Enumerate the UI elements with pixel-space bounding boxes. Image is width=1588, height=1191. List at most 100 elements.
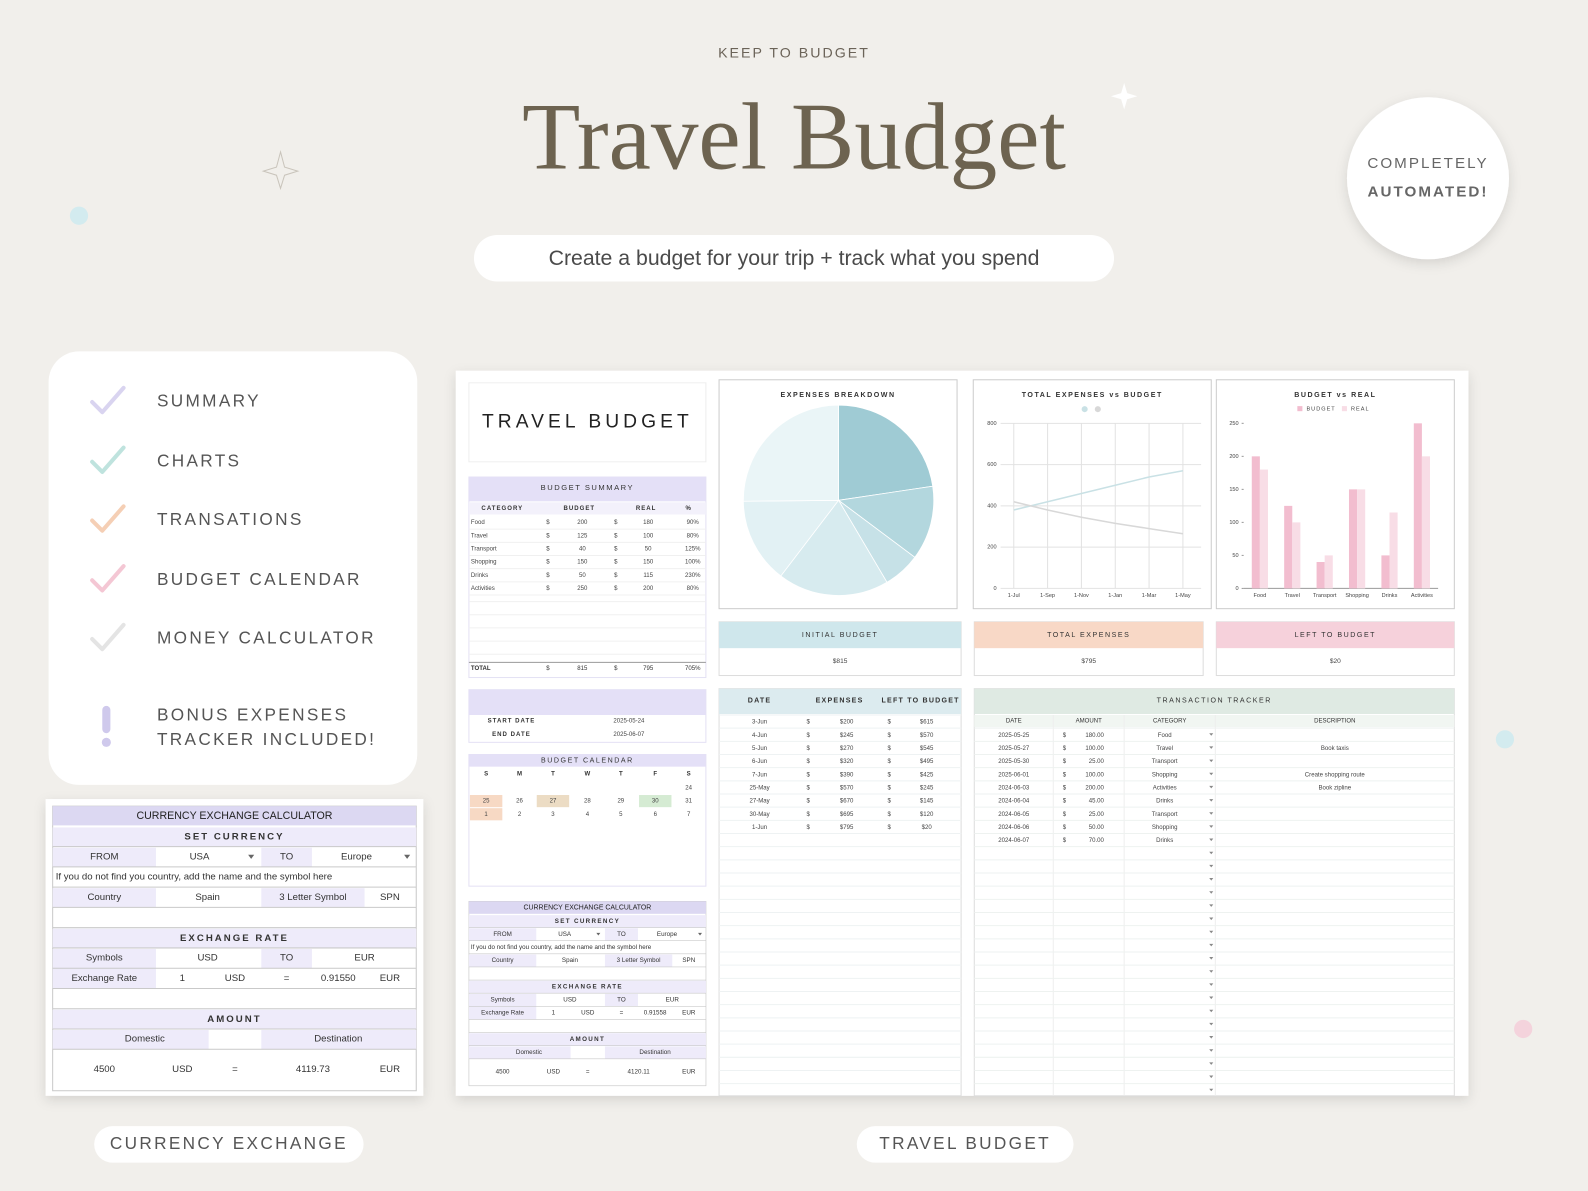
badge [1346, 97, 1510, 260]
label: 25-May [749, 786, 770, 792]
label: $495 [920, 759, 934, 765]
calc-section-title: AMOUNT [570, 1036, 605, 1043]
label: 24 [685, 786, 692, 792]
label: Exchange Rate [481, 1010, 524, 1017]
label: $ [888, 733, 892, 739]
label: $320 [840, 759, 854, 765]
dropdown-arrow [1209, 864, 1214, 868]
label: 2024-06-07 [998, 838, 1030, 844]
feature-label: SUMMARY [157, 391, 261, 411]
label: $ [1063, 772, 1067, 778]
x-tick-label: 1-Jul [1008, 593, 1020, 599]
label: $ [546, 560, 550, 566]
label: TRANSACTION TRACKER [1157, 697, 1272, 705]
label: Food [1158, 733, 1172, 739]
x-tick-label: 1-Jan [1108, 593, 1122, 599]
summary-colheader [468, 502, 706, 515]
dropdown-arrow [1209, 996, 1214, 1000]
label: $425 [920, 772, 934, 778]
label: FROM [90, 851, 118, 862]
label: 40 [579, 547, 586, 553]
dropdown-arrow [1209, 943, 1214, 947]
label: EUR [380, 973, 400, 984]
label: 6 [654, 812, 658, 818]
label: 125 [577, 533, 588, 539]
label: EUR [354, 953, 374, 964]
label: 200 [643, 586, 654, 592]
x-tick-label: Activities [1411, 593, 1433, 599]
label: 815 [577, 666, 588, 672]
label: 50.00 [1089, 825, 1105, 831]
dropdown-arrow [1209, 1049, 1214, 1052]
caption-pill [94, 1126, 364, 1163]
card-value: $20 [1330, 658, 1341, 665]
dropdown-arrow [1209, 1075, 1214, 1079]
label: Spain [562, 957, 579, 964]
label: 5-Jun [752, 746, 767, 752]
label: 7 [687, 812, 691, 818]
cell [604, 993, 638, 1007]
label: 150 [577, 560, 588, 566]
dropdown-arrow [1209, 904, 1214, 907]
bar [1421, 456, 1431, 589]
sheet-title: TRAVEL BUDGET [482, 411, 693, 432]
label: 90% [687, 520, 700, 526]
legend-dot [1081, 406, 1088, 413]
line-series [1013, 470, 1184, 511]
label: $145 [920, 799, 934, 805]
caption: TRAVEL BUDGET [879, 1133, 1051, 1153]
label: $ [546, 586, 550, 592]
features-card [48, 351, 418, 785]
label: Domestic [125, 1034, 165, 1045]
x-tick-label: Drinks [1382, 593, 1398, 599]
x-tick-label: Transport [1313, 593, 1337, 599]
label: 0.91550 [321, 973, 356, 984]
label: BUDGET SUMMARY [541, 483, 634, 492]
check-icon [90, 504, 126, 533]
label: 200.00 [1085, 786, 1104, 792]
label: 2024-06-05 [998, 812, 1030, 818]
dropdown-arrow [596, 932, 601, 936]
label: Symbols [491, 996, 515, 1003]
label: 6-Jun [752, 759, 767, 765]
group: CURRENCY EXCHANGE CALCULATOR SET CURRENCY… [468, 901, 707, 1087]
label: $200 [840, 720, 854, 726]
bar [1316, 561, 1325, 589]
tracker-colheader [974, 715, 1455, 728]
label: LEFT TO BUDGET [881, 697, 959, 705]
label: Drinks [471, 573, 488, 579]
label: = [586, 1069, 590, 1076]
label: EXPENSES [816, 697, 864, 705]
calc-section [52, 1009, 417, 1029]
calc-header [468, 901, 706, 914]
y-tick-label: 800 [987, 421, 996, 427]
y-tick-label: 50 [1232, 553, 1238, 559]
bar [1348, 489, 1358, 589]
label: $ [888, 799, 892, 805]
label: $ [614, 666, 618, 672]
x-tick-label: 1-May [1175, 593, 1191, 599]
label: % [685, 506, 691, 512]
label: $545 [920, 746, 934, 752]
label: 125% [685, 547, 701, 553]
feature-label: MONEY CALCULATOR [157, 628, 376, 648]
label: If you do not find you country, add the … [56, 872, 333, 883]
card-label: TOTAL EXPENSES [1047, 631, 1130, 639]
cell [261, 847, 312, 867]
label: 2025-05-24 [613, 719, 645, 725]
legend-swatch [1297, 406, 1303, 412]
calendar-header [468, 754, 706, 767]
label: Drinks [1156, 838, 1173, 844]
label: TO [617, 996, 626, 1003]
bar [1389, 512, 1398, 589]
label: $ [806, 720, 810, 726]
dropdown-arrow [1209, 957, 1214, 960]
dropdown-arrow [1209, 1036, 1214, 1039]
label: REAL [636, 506, 657, 512]
label: START DATE [488, 719, 536, 725]
calc-section-title: EXCHANGE RATE [552, 984, 623, 991]
label: 115 [643, 573, 653, 579]
label: 2025-06-07 [613, 732, 645, 738]
label: Spain [195, 892, 220, 903]
label: $120 [920, 812, 934, 818]
